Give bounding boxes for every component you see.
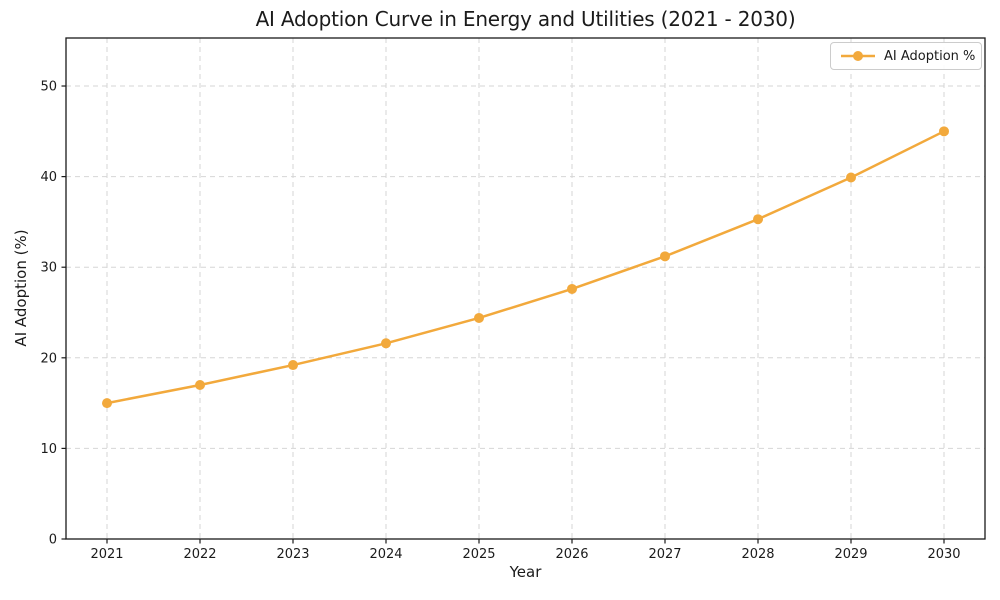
data-point	[660, 251, 670, 262]
data-point	[567, 283, 577, 294]
data-point	[939, 126, 949, 137]
legend-marker-icon	[841, 51, 875, 61]
y-tick-label: 20	[40, 351, 57, 366]
x-tick-label: 2021	[90, 547, 123, 562]
x-tick-label: 2030	[927, 547, 960, 562]
x-tick-label: 2022	[183, 547, 216, 562]
data-point	[381, 338, 391, 349]
data-point	[102, 398, 112, 409]
y-tick-label: 10	[40, 442, 57, 457]
data-point	[753, 214, 763, 225]
x-tick-label: 2025	[462, 547, 495, 562]
plot-frame	[65, 37, 986, 540]
chart-title: AI Adoption Curve in Energy and Utilitie…	[255, 7, 796, 31]
y-tick-label: 50	[40, 80, 57, 95]
y-tick-label: 0	[49, 533, 57, 548]
y-tick-label: 40	[40, 170, 57, 185]
data-point	[474, 312, 484, 323]
x-tick-label: 2024	[369, 547, 402, 562]
data-point	[846, 172, 856, 183]
x-tick-label: 2029	[834, 547, 867, 562]
data-point	[288, 360, 298, 371]
series-line	[105, 130, 946, 405]
legend-series-label: AI Adoption %	[884, 48, 976, 64]
legend: AI Adoption %	[830, 42, 982, 70]
x-tick-label: 2028	[741, 547, 774, 562]
y-tick-label: 30	[40, 261, 57, 276]
x-tick-label: 2027	[648, 547, 681, 562]
data-point	[195, 379, 205, 390]
y-axis-label: AI Adoption (%)	[12, 229, 30, 347]
x-tick-label: 2023	[276, 547, 309, 562]
x-tick-label: 2026	[555, 547, 588, 562]
x-axis-label: Year	[509, 563, 542, 581]
